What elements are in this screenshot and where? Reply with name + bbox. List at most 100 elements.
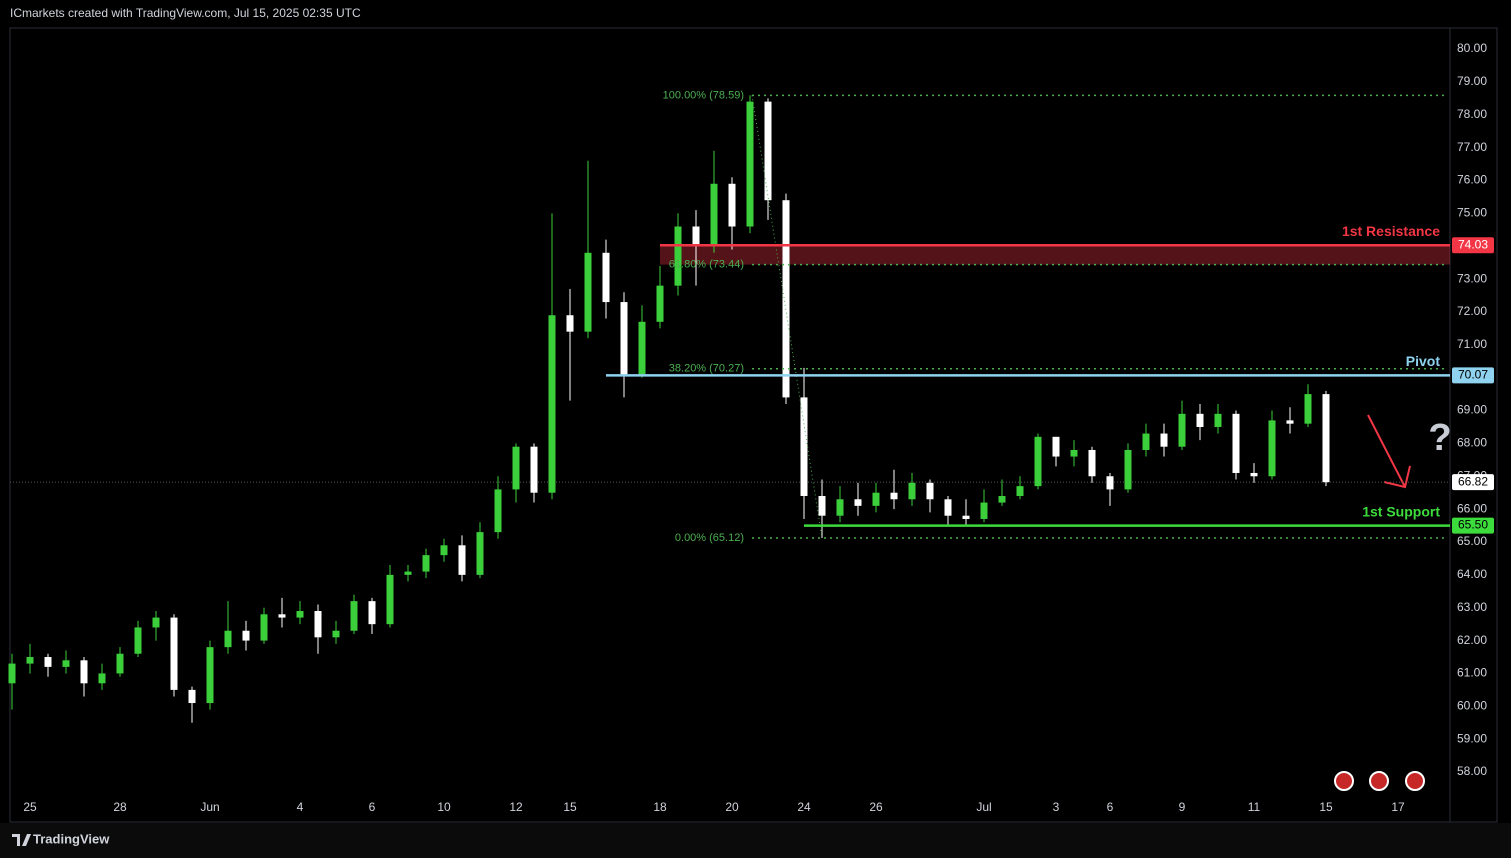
candle-body [44, 657, 52, 667]
flag-icon [1369, 771, 1389, 791]
candle-body [1196, 413, 1204, 427]
y-tick-label: 77.00 [1457, 140, 1487, 154]
candle-body [1070, 449, 1078, 457]
footer-bar [0, 823, 1511, 858]
x-tick-label: 9 [1179, 800, 1186, 814]
candle-body [1124, 449, 1132, 490]
y-tick-label: 73.00 [1457, 271, 1487, 285]
candle-body [1142, 433, 1150, 450]
candle-body [260, 614, 268, 641]
candle-body [764, 101, 772, 201]
candle-body [836, 499, 844, 516]
x-tick-label: 26 [869, 800, 883, 814]
candle-body [386, 574, 394, 625]
candle-body [1214, 413, 1222, 427]
x-tick-label: Jul [976, 800, 991, 814]
x-tick-label: 6 [1107, 800, 1114, 814]
candle-body [1286, 420, 1294, 424]
candle-body [98, 673, 106, 684]
footer-logo [12, 834, 31, 846]
x-tick-label: 18 [653, 800, 667, 814]
candle-body [422, 555, 430, 572]
x-tick-label: 24 [797, 800, 811, 814]
candle-body [602, 252, 610, 303]
candle-body [116, 653, 124, 674]
candle-body [368, 601, 376, 625]
price-tag-label: 65.50 [1458, 518, 1488, 532]
candle-body [818, 495, 826, 516]
candle-body [1106, 476, 1114, 490]
x-tick-label: 25 [23, 800, 37, 814]
y-tick-label: 66.00 [1457, 501, 1487, 515]
fib-label: 100.00% (78.59) [663, 89, 744, 101]
candle-body [170, 617, 178, 690]
y-tick-label: 59.00 [1457, 731, 1487, 745]
candle-body [1088, 449, 1096, 477]
candle-body [1322, 394, 1330, 483]
x-tick-label: 10 [437, 800, 451, 814]
candle-body [512, 446, 520, 490]
resistance-zone [660, 245, 1450, 265]
candle-body [584, 252, 592, 332]
y-tick-label: 62.00 [1457, 633, 1487, 647]
candle-body [62, 660, 70, 667]
candles [8, 95, 1330, 723]
y-tick-label: 64.00 [1457, 567, 1487, 581]
price-tag [1452, 367, 1494, 384]
candle-body [1034, 436, 1042, 487]
candle-body [80, 660, 88, 684]
candle-body [692, 226, 700, 247]
y-tick-label: 69.00 [1457, 403, 1487, 417]
question-mark: ? [1428, 417, 1451, 459]
candle-body [998, 495, 1006, 503]
candle-body [404, 571, 412, 575]
candle-body [26, 657, 34, 664]
price-tag-label: 74.03 [1458, 237, 1488, 251]
level-name: Pivot [1406, 353, 1441, 369]
candle-body [962, 515, 970, 519]
fib-label: 61.80% (73.44) [669, 259, 744, 271]
candle-body [1160, 433, 1168, 447]
arrow-head [1383, 465, 1411, 489]
candle-body [224, 630, 232, 648]
price-tag [1452, 237, 1494, 254]
y-tick-label: 80.00 [1457, 41, 1487, 55]
candle-body [314, 611, 322, 638]
fib-trend [751, 95, 823, 539]
candle-body [458, 545, 466, 575]
candle-body [872, 492, 880, 506]
candle-body [494, 489, 502, 533]
candle-body [728, 183, 736, 227]
candle-body [944, 499, 952, 516]
candle-body [296, 611, 304, 618]
price-tag [1452, 517, 1494, 534]
fib-label: 0.00% (65.12) [675, 532, 744, 544]
chart-title: ICmarkets created with TradingView.com, … [10, 6, 361, 20]
candle-body [926, 482, 934, 500]
x-tick-label: 28 [113, 800, 127, 814]
y-tick-label: 60.00 [1457, 698, 1487, 712]
forecast-arrow [1367, 414, 1411, 489]
y-tick-label: 78.00 [1457, 107, 1487, 121]
candle-body [350, 601, 358, 631]
fib-label: 38.20% (70.27) [669, 363, 744, 375]
y-tick-label: 72.00 [1457, 304, 1487, 318]
candle-body [854, 499, 862, 506]
y-tick-label: 76.00 [1457, 173, 1487, 187]
arrow-shaft [1367, 414, 1406, 488]
candle-body [440, 545, 448, 556]
x-tick-label: 11 [1248, 800, 1261, 814]
level-name: 1st Resistance [1342, 223, 1440, 239]
flag-icon [1334, 771, 1354, 791]
candle-body [566, 315, 574, 332]
x-tick-label: 20 [725, 800, 739, 814]
y-tick-label: 75.00 [1457, 206, 1487, 220]
price-tag-label: 70.07 [1458, 368, 1488, 382]
candle-body [782, 200, 790, 398]
candle-body [152, 617, 160, 628]
candle-body [242, 630, 250, 641]
candle-body [890, 492, 898, 500]
candle-body [188, 689, 196, 704]
